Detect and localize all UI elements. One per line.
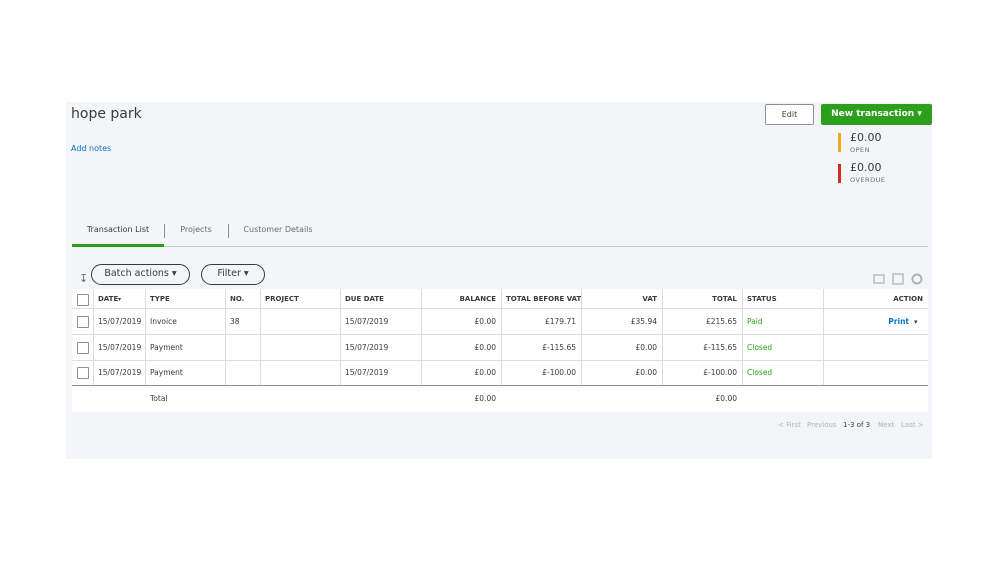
tab[interactable]: Projects [180, 225, 212, 234]
cell: 15/07/2019 [98, 342, 142, 352]
cell: £179.71 [544, 317, 576, 326]
cell: Payment [150, 368, 183, 377]
summary-amount: £0.00 [850, 131, 882, 144]
tab-underline-bg [72, 246, 928, 247]
total-total: £0.00 [715, 394, 737, 403]
total-label: Total [150, 394, 168, 403]
cell: Paid [747, 317, 763, 326]
overdue-bar [838, 164, 841, 183]
row-checkbox[interactable] [77, 367, 89, 379]
cell: 15/07/2019 [345, 342, 389, 352]
column-header[interactable]: PROJECT [265, 295, 299, 303]
total-balance: £0.00 [474, 394, 496, 403]
cell: Payment [150, 342, 183, 352]
column-header[interactable]: NO. [230, 295, 245, 303]
tab-separator [164, 224, 165, 238]
row-divider [72, 385, 928, 386]
cell: 15/07/2019 [345, 368, 389, 377]
add-notes-link[interactable]: Add notes [71, 144, 112, 153]
column-header[interactable]: TOTAL BEFORE VAT [506, 295, 581, 303]
cell: £35.94 [630, 317, 657, 326]
row-checkbox[interactable] [77, 341, 89, 354]
select-all-checkbox[interactable] [77, 294, 89, 306]
column-divider [421, 289, 422, 385]
pagination-item[interactable]: Previous [807, 421, 837, 429]
pagination-item[interactable]: Last > [901, 421, 924, 429]
cell: £0.00 [635, 368, 657, 377]
tab[interactable]: Transaction List [86, 225, 150, 234]
pagination-item[interactable]: < First [778, 421, 801, 429]
column-header[interactable]: ACTION [893, 295, 923, 303]
filter-button[interactable]: Filter ▾ [201, 264, 265, 285]
cell: 15/07/2019 [98, 317, 142, 326]
row-checkbox[interactable] [77, 316, 89, 328]
export-icon[interactable] [892, 273, 904, 285]
cell: £0.00 [635, 342, 657, 352]
column-divider [581, 289, 582, 385]
edit-button[interactable]: Edit [765, 104, 814, 125]
column-header[interactable]: BALANCE [459, 295, 496, 303]
cell: £-115.65 [542, 342, 576, 352]
column-header[interactable]: TOTAL [712, 295, 737, 303]
sort-arrow: ▾ [118, 296, 122, 303]
action-link[interactable]: Print [888, 317, 909, 326]
column-divider [145, 289, 146, 385]
sort-icon[interactable]: ↧ [79, 272, 89, 285]
new-transaction-label: New transaction [831, 109, 915, 119]
row-divider [72, 334, 928, 335]
column-header[interactable]: TYPE [150, 295, 170, 303]
cell: 15/07/2019 [345, 317, 389, 326]
pagination-item[interactable]: Next [878, 421, 895, 429]
table-bg [72, 289, 928, 412]
tab-active-underline [72, 244, 164, 247]
tab[interactable]: Customer Details [243, 225, 313, 234]
summary-label: OVERDUE [850, 176, 886, 184]
cell: £0.00 [474, 368, 496, 377]
cell: £215.65 [705, 317, 737, 326]
column-divider [93, 289, 94, 385]
column-divider [823, 289, 824, 385]
column-divider [340, 289, 341, 385]
cell: Closed [747, 342, 773, 352]
cell: 15/07/2019 [98, 368, 142, 377]
filter-label: Filter [217, 268, 241, 279]
row-divider [72, 359, 928, 361]
batch-actions-label: Batch actions [104, 268, 169, 279]
row-divider [72, 308, 928, 309]
summary-label: OPEN [850, 146, 871, 154]
column-divider [225, 289, 226, 385]
column-divider [260, 289, 261, 385]
new-transaction-button[interactable]: New transaction ▾ [821, 104, 932, 125]
summary-amount: £0.00 [850, 161, 882, 174]
cell: Closed [747, 368, 773, 377]
print-icon[interactable] [873, 274, 885, 284]
action-dropdown[interactable]: ▾ [914, 318, 918, 326]
toolbar-icons [873, 273, 923, 285]
cell: Invoice [150, 317, 177, 326]
batch-actions-button[interactable]: Batch actions ▾ [91, 264, 190, 285]
cell: £-115.65 [703, 342, 737, 352]
cell: £0.00 [474, 342, 496, 352]
customer-name: hope park [71, 106, 142, 122]
column-divider [742, 289, 743, 385]
cell: £0.00 [474, 317, 496, 326]
column-header[interactable]: DATE [98, 295, 119, 303]
cell: £-100.00 [703, 368, 737, 377]
pagination-item: 1-3 of 3 [843, 421, 871, 429]
column-header[interactable]: STATUS [747, 295, 777, 303]
column-divider [662, 289, 663, 385]
column-header[interactable]: DUE DATE [345, 295, 384, 303]
open-bar [838, 133, 841, 152]
cell: 38 [230, 317, 240, 326]
settings-icon[interactable] [911, 273, 923, 285]
tab-separator [228, 224, 229, 238]
cell: £-100.00 [542, 368, 576, 377]
column-header[interactable]: VAT [642, 295, 657, 303]
column-divider [501, 289, 502, 385]
